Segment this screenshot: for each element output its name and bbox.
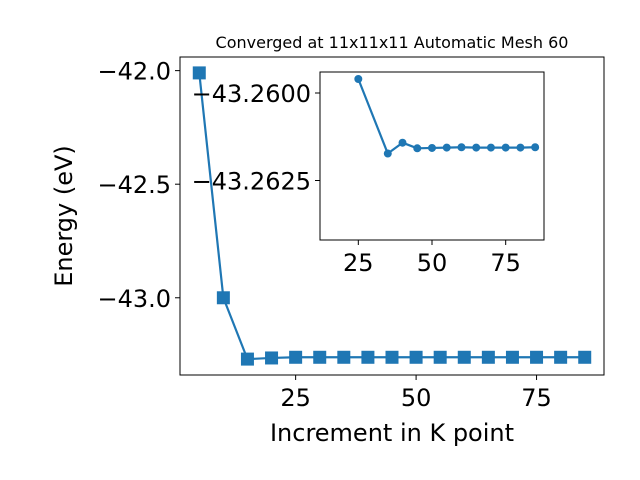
main-series-group — [192, 66, 592, 366]
inset-x-tick-label: 50 — [417, 249, 448, 277]
y-axis-label: Energy (eV) — [50, 145, 78, 287]
inset-plot: 25 50 75 −43.2625 −43.2600 — [192, 71, 545, 277]
main-plot-frame — [179, 56, 605, 376]
main-data-point — [313, 350, 327, 364]
main-data-point — [578, 350, 592, 364]
main-data-point — [240, 352, 254, 366]
main-data-point — [337, 350, 351, 364]
inset-y-axis: −43.2625 −43.2600 — [192, 80, 320, 196]
inset-data-point — [531, 143, 540, 152]
main-data-point — [361, 350, 375, 364]
main-data-point — [530, 350, 544, 364]
inset-y-tick-label: −43.2625 — [192, 168, 311, 196]
main-x-tick-label: 75 — [521, 384, 552, 412]
main-x-axis: 25 50 75 — [280, 375, 552, 412]
inset-x-tick-label: 75 — [490, 249, 521, 277]
main-data-point — [409, 350, 423, 364]
main-data-point — [192, 66, 206, 80]
inset-x-axis: 25 50 75 — [343, 240, 521, 277]
main-y-tick-label: −42.0 — [97, 58, 171, 86]
inset-data-point — [398, 138, 407, 147]
chart-title: Converged at 11x11x11 Automatic Mesh 60 — [216, 33, 569, 52]
main-y-tick-label: −42.5 — [97, 171, 171, 199]
main-data-point — [433, 350, 447, 364]
inset-data-point — [442, 143, 451, 152]
inset-series-group — [354, 75, 540, 158]
inset-plot-area — [320, 72, 544, 240]
inset-data-point — [486, 143, 495, 152]
main-data-point — [554, 350, 568, 364]
inset-data-point — [516, 143, 525, 152]
inset-data-point — [354, 75, 363, 83]
main-data-point — [481, 350, 495, 364]
x-axis-label: Increment in K point — [270, 419, 514, 447]
main-data-point — [265, 351, 279, 365]
main-data-point — [457, 350, 471, 364]
inset-data-point — [383, 149, 392, 158]
main-y-tick-label: −43.0 — [97, 285, 171, 313]
main-data-point — [505, 350, 519, 364]
main-data-point — [385, 350, 399, 364]
inset-data-point — [472, 143, 481, 152]
inset-x-tick-label: 25 — [343, 249, 374, 277]
inset-data-point — [413, 144, 422, 153]
main-y-axis: −42.0 −42.5 −43.0 — [97, 58, 180, 313]
main-data-point — [289, 350, 303, 364]
inset-data-point — [501, 143, 510, 152]
main-data-point — [216, 291, 230, 305]
inset-y-tick-label: −43.2600 — [192, 80, 311, 108]
main-x-tick-label: 25 — [280, 384, 311, 412]
inset-data-point — [428, 143, 436, 152]
inset-data-point — [457, 143, 466, 152]
main-x-tick-label: 50 — [401, 384, 432, 412]
